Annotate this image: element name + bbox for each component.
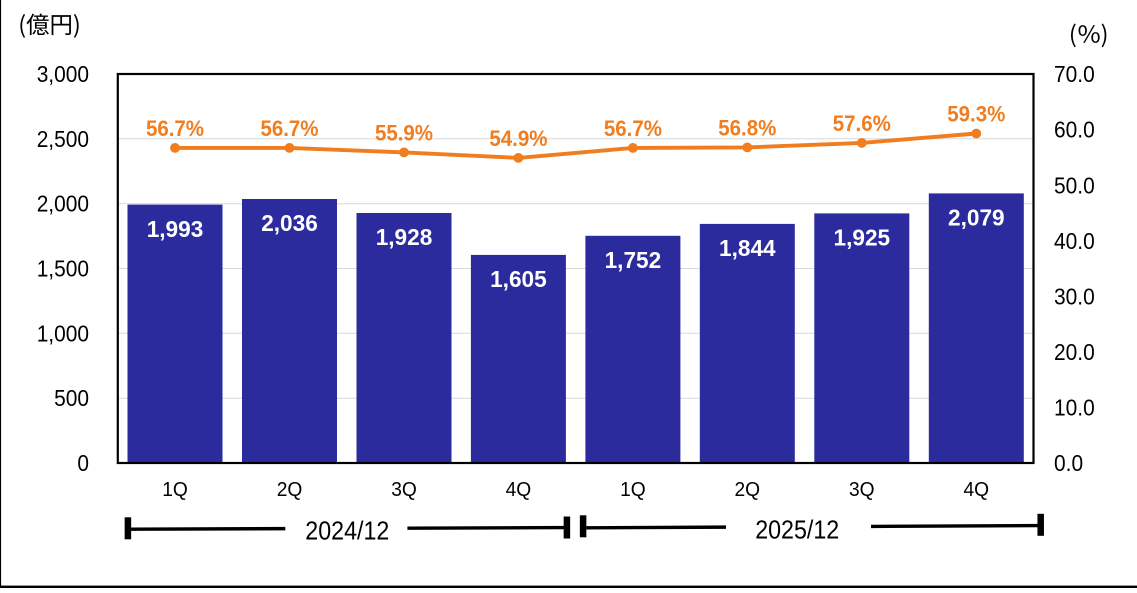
svg-text:20.0: 20.0 xyxy=(1054,339,1095,365)
svg-text:1,844: 1,844 xyxy=(719,235,776,261)
svg-text:2Q: 2Q xyxy=(277,479,303,501)
svg-text:1,928: 1,928 xyxy=(376,224,433,250)
svg-text:70.0: 70.0 xyxy=(1054,61,1095,87)
svg-text:3Q: 3Q xyxy=(391,479,417,501)
svg-text:10.0: 10.0 xyxy=(1054,395,1095,421)
svg-text:2,079: 2,079 xyxy=(948,205,1005,231)
svg-text:2,500: 2,500 xyxy=(37,126,89,152)
svg-text:3Q: 3Q xyxy=(849,479,875,501)
svg-text:0: 0 xyxy=(77,450,89,476)
svg-text:1,993: 1,993 xyxy=(147,216,204,242)
svg-text:57.6%: 57.6% xyxy=(833,111,891,136)
svg-text:2,000: 2,000 xyxy=(37,191,89,217)
svg-text:4Q: 4Q xyxy=(964,479,990,501)
svg-text:1,000: 1,000 xyxy=(37,320,89,346)
svg-text:0.0: 0.0 xyxy=(1054,450,1083,476)
svg-text:1Q: 1Q xyxy=(620,479,646,501)
svg-text:59.3%: 59.3% xyxy=(947,102,1005,127)
svg-text:54.9%: 54.9% xyxy=(489,126,547,151)
svg-text:500: 500 xyxy=(54,385,89,411)
svg-text:2Q: 2Q xyxy=(735,479,761,501)
svg-text:50.0: 50.0 xyxy=(1054,172,1095,198)
svg-text:1,752: 1,752 xyxy=(605,247,662,273)
svg-text:1Q: 1Q xyxy=(162,479,188,501)
svg-text:4Q: 4Q xyxy=(506,479,532,501)
svg-text:56.7%: 56.7% xyxy=(260,116,318,141)
svg-text:3,000: 3,000 xyxy=(37,61,89,87)
svg-text:40.0: 40.0 xyxy=(1054,228,1095,254)
svg-text:1,500: 1,500 xyxy=(37,256,89,282)
svg-text:2024/12: 2024/12 xyxy=(305,517,389,545)
svg-text:2,036: 2,036 xyxy=(261,210,318,236)
svg-text:30.0: 30.0 xyxy=(1054,283,1095,309)
svg-text:1,925: 1,925 xyxy=(834,225,891,251)
svg-text:60.0: 60.0 xyxy=(1054,117,1095,143)
svg-text:1,605: 1,605 xyxy=(490,266,547,292)
svg-text:56.8%: 56.8% xyxy=(718,116,776,141)
svg-text:55.9%: 55.9% xyxy=(375,121,433,146)
svg-text:56.7%: 56.7% xyxy=(146,116,204,141)
svg-text:56.7%: 56.7% xyxy=(604,116,662,141)
svg-text:2025/12: 2025/12 xyxy=(755,517,839,545)
